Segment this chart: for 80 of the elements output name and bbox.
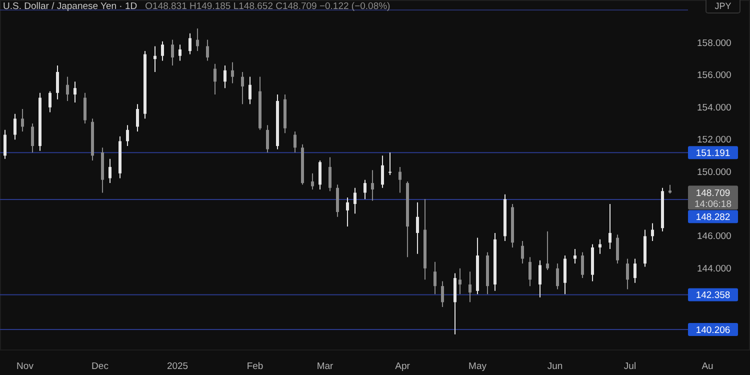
candlestick xyxy=(196,28,199,52)
candlestick xyxy=(441,280,444,308)
candlestick xyxy=(528,256,532,287)
x-tick-label: Feb xyxy=(246,360,264,372)
candlestick xyxy=(248,76,252,105)
candlestick xyxy=(48,90,52,113)
y-tick-label: 144.000 xyxy=(697,263,732,274)
candlestick xyxy=(546,230,549,270)
candlestick xyxy=(354,187,356,214)
candlestick xyxy=(556,263,559,290)
candlestick xyxy=(74,81,76,104)
x-tick-label: Dec xyxy=(92,360,109,372)
candlestick xyxy=(598,238,602,254)
ref-line-label: 151.191 xyxy=(696,148,730,159)
candlestick xyxy=(66,76,69,102)
annotation: 148.709 xyxy=(696,188,730,199)
candlestick xyxy=(521,240,524,264)
candlestick xyxy=(241,71,244,105)
y-tick-label: 154.000 xyxy=(697,102,732,114)
candlestick xyxy=(346,197,349,228)
y-tick-label: 152.000 xyxy=(697,134,732,146)
candlestick xyxy=(154,46,156,72)
y-tick-label: 158.000 xyxy=(697,38,732,50)
y-tick-label: 146.000 xyxy=(697,231,732,242)
candlestick xyxy=(214,63,216,96)
chart-title: U.S. Dollar / Japanese Yen · 1D xyxy=(3,1,138,12)
candlestick xyxy=(84,92,86,124)
x-tick-label: Nov xyxy=(16,360,34,372)
annotation: O148.831 H149.185 L148.652 C148.709 −0.122 (−0.08%) xyxy=(145,1,390,12)
candlestick xyxy=(171,39,174,66)
x-tick-label: Au xyxy=(702,360,714,372)
candlestick xyxy=(371,170,374,202)
candlestick xyxy=(266,124,269,153)
candlestick xyxy=(416,202,419,254)
x-tick-label: Jul xyxy=(624,360,636,372)
candlestick xyxy=(21,108,24,132)
y-tick-label: 156.000 xyxy=(697,70,732,82)
x-tick-label: Jun xyxy=(547,360,563,372)
candlestick xyxy=(4,129,6,160)
candlestick xyxy=(616,234,619,264)
candlestick xyxy=(108,158,112,184)
y-tick-label: 150.000 xyxy=(697,166,732,178)
candlestick xyxy=(56,65,59,100)
ref-line-label: 140.206 xyxy=(696,324,730,336)
candlestick xyxy=(608,203,612,250)
x-tick-label: May xyxy=(468,360,487,372)
candlestick xyxy=(398,166,402,194)
candlestick xyxy=(538,260,542,298)
candlestick xyxy=(581,252,584,279)
candlestick xyxy=(468,271,472,303)
x-tick-label: Apr xyxy=(395,360,410,372)
candlestick xyxy=(458,268,462,295)
candlestick xyxy=(161,40,164,62)
candlestick xyxy=(206,39,209,62)
candlestick xyxy=(328,156,332,192)
candlestick xyxy=(136,104,139,132)
candlestick xyxy=(651,222,654,242)
candlestick xyxy=(126,124,129,147)
ref-line-label: 142.358 xyxy=(696,290,730,302)
candlestick xyxy=(388,152,392,176)
candlestick xyxy=(231,62,234,84)
candlestick xyxy=(178,44,182,62)
candlestick xyxy=(318,160,322,190)
candlestick xyxy=(364,179,366,200)
candlestick xyxy=(188,32,192,55)
x-tick-label: 2025 xyxy=(166,360,188,372)
annotation: 14:06:18 xyxy=(694,198,732,210)
candlestick xyxy=(634,258,636,284)
candlestick xyxy=(31,122,34,153)
candlestick xyxy=(224,65,226,89)
ref-line-label: 148.282 xyxy=(696,212,730,223)
x-tick-label: Mar xyxy=(316,360,334,372)
candlestick xyxy=(311,172,314,190)
candlestick xyxy=(434,261,436,295)
annotation: JPY xyxy=(714,1,732,12)
candlestick xyxy=(626,258,629,290)
candlestick xyxy=(294,131,296,153)
candlestick xyxy=(574,248,576,264)
candlestick xyxy=(14,113,16,140)
candlestick xyxy=(381,155,384,188)
